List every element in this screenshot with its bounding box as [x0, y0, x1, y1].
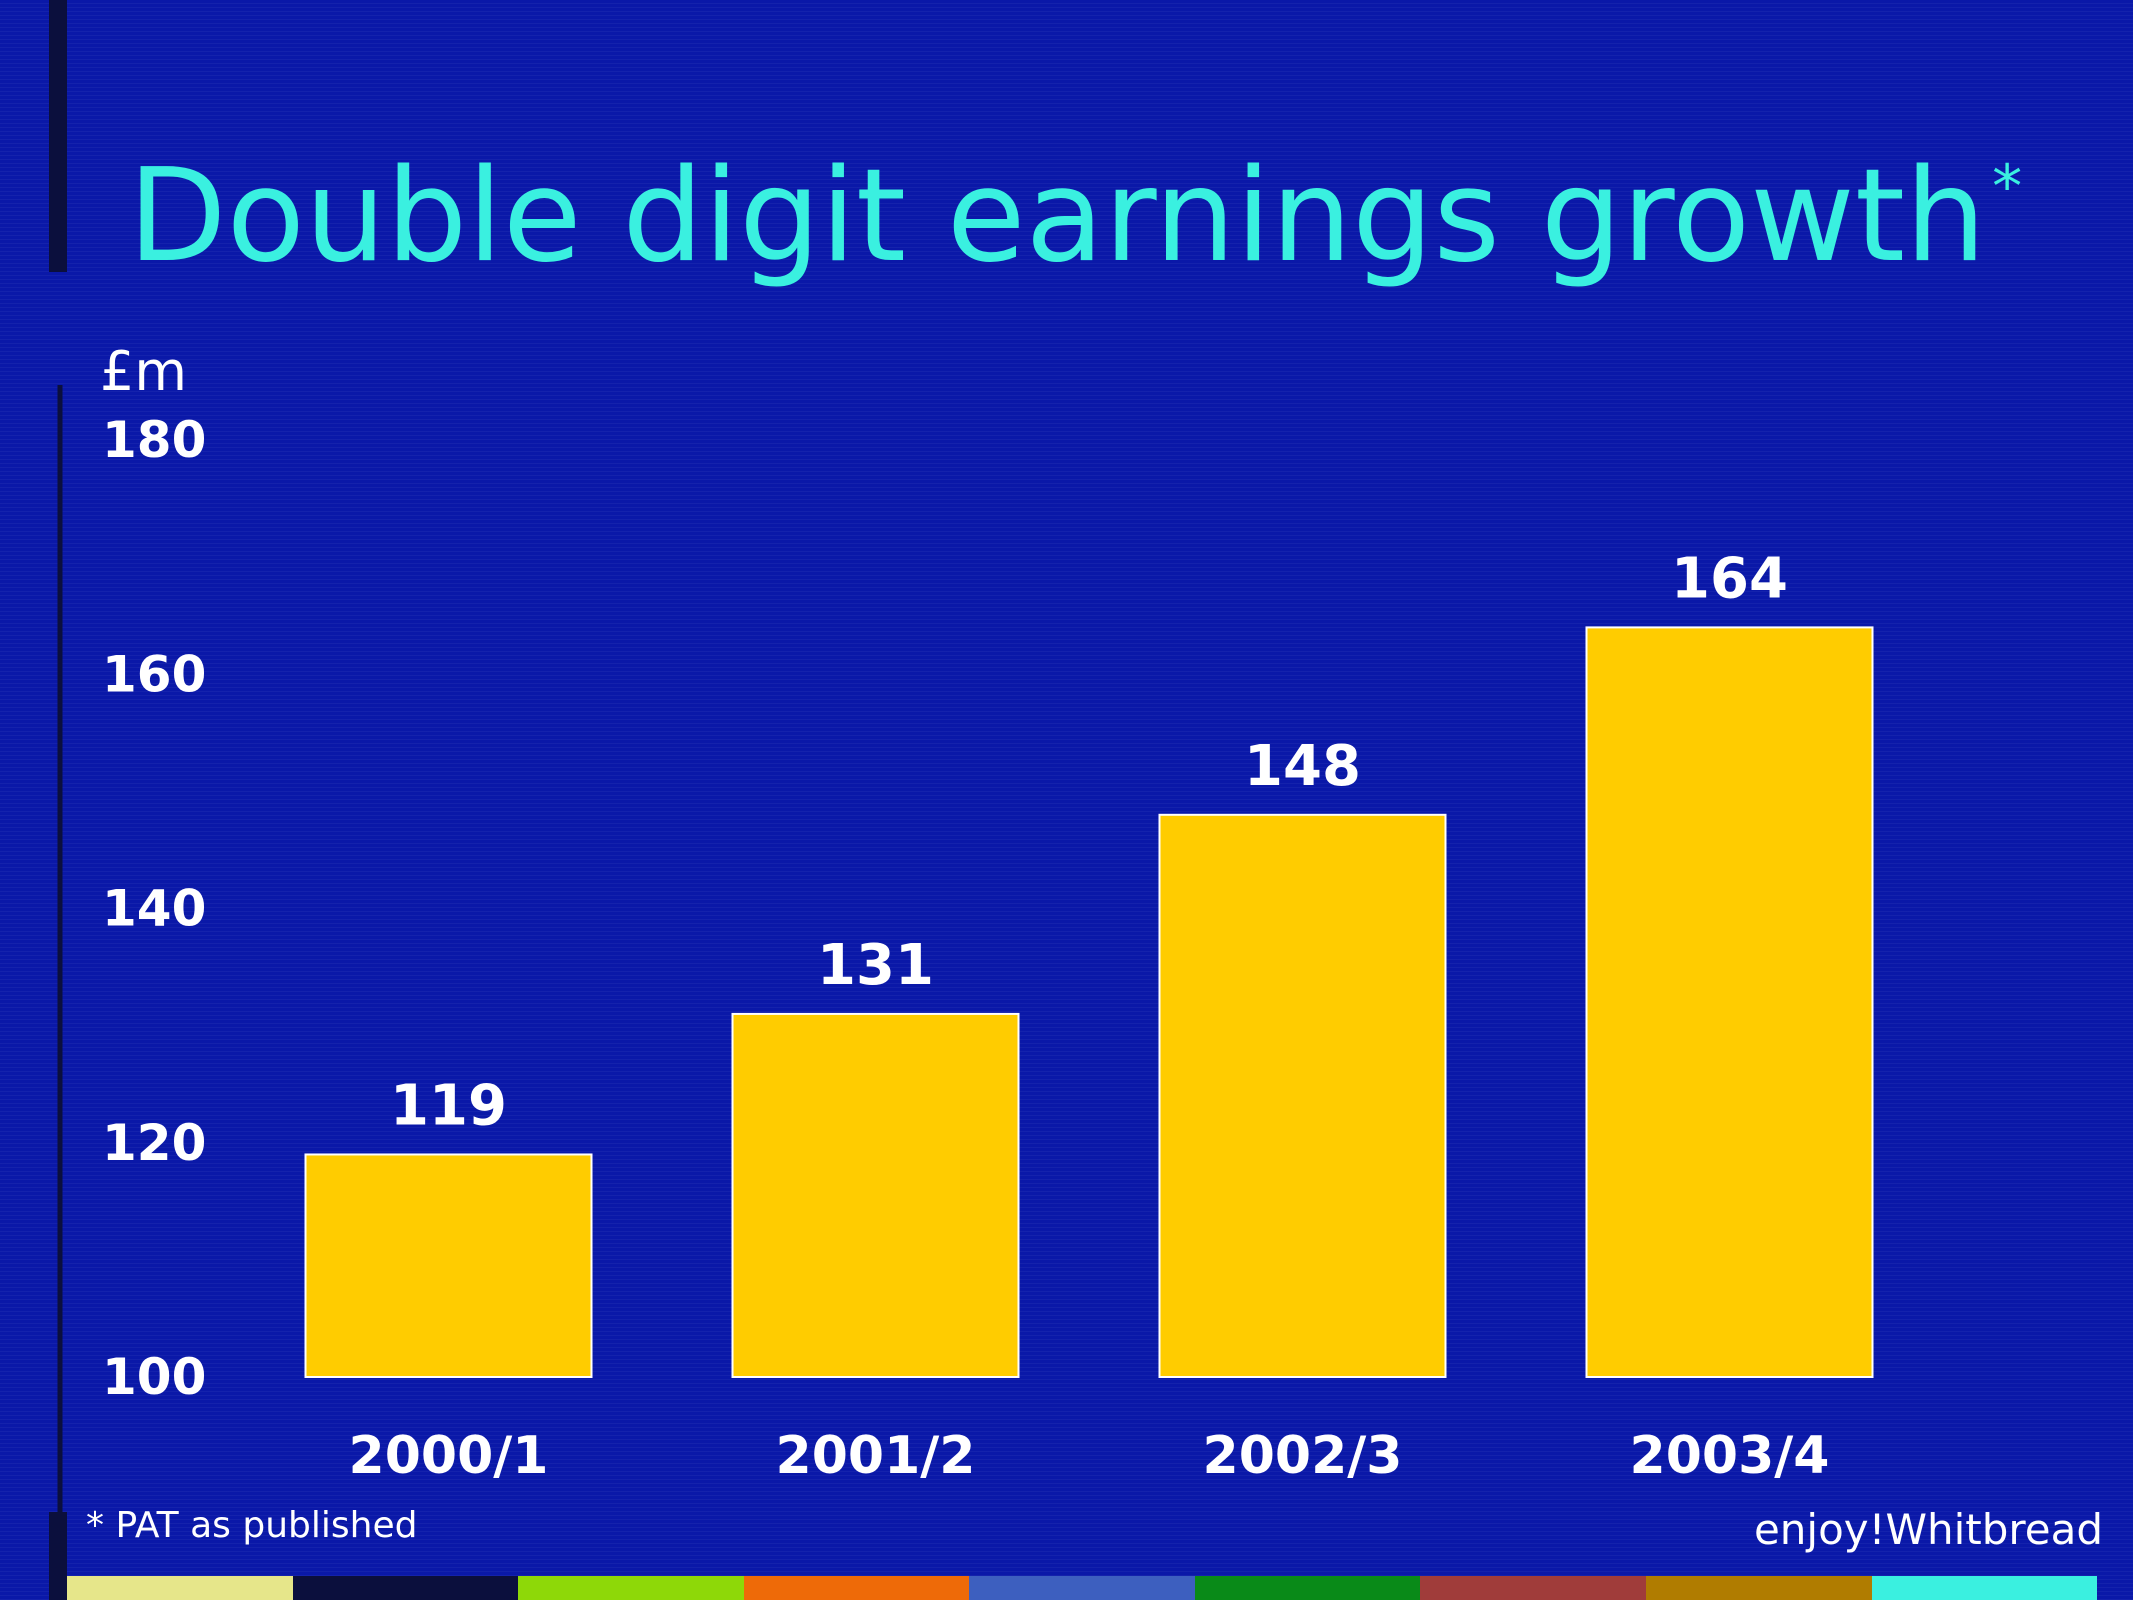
x-tick-label: 2001/2 [776, 1426, 976, 1486]
bar-2002-3 [1158, 813, 1447, 1378]
footnote: * PAT as published [86, 1505, 418, 1546]
x-tick-label: 2002/3 [1203, 1426, 1403, 1486]
y-tick-label: 140 [102, 880, 206, 938]
brand-logo-text: enjoy!Whitbread [1753, 1505, 2103, 1554]
footer-color-stripes [67, 1576, 2098, 1600]
footer-stripe [292, 1576, 519, 1600]
data-label: 119 [390, 1073, 507, 1138]
bar-2001-2 [731, 1012, 1020, 1378]
y-tick-label: 180 [102, 411, 206, 469]
y-tick-labels: 100 120 140 160 180 [102, 411, 206, 1406]
title-footnote-marker: * [1992, 152, 2023, 222]
y-tick-label: 100 [102, 1348, 206, 1406]
slide-title-text: Double digit earnings growth [128, 142, 1987, 291]
y-tick-label: 160 [102, 645, 206, 703]
footer-stripe [1420, 1576, 1646, 1600]
x-tick-labels: 2000/1 2001/2 2002/3 2003/4 [349, 1426, 1830, 1486]
footer-stripe [518, 1576, 744, 1600]
accent-bar-bottom [49, 1512, 67, 1600]
footer-stripe [1645, 1576, 1872, 1600]
footer-stripe [1194, 1576, 1421, 1600]
x-tick-label: 2000/1 [349, 1426, 549, 1486]
bar-2003-4 [1585, 626, 1874, 1378]
bar-2000-1 [304, 1153, 593, 1379]
x-tick-label: 2003/4 [1630, 1426, 1830, 1486]
footer-stripe [969, 1576, 1195, 1600]
bars [304, 626, 1874, 1379]
footer-stripe [1871, 1576, 2098, 1600]
y-tick-label: 120 [102, 1114, 206, 1172]
slide-title: Double digit earnings growth * [128, 149, 2023, 284]
data-label: 148 [1244, 734, 1361, 799]
accent-bar-top [49, 0, 67, 272]
data-labels: 119 131 148 164 [390, 546, 1788, 1138]
data-label: 164 [1671, 546, 1788, 611]
y-axis-unit-label: £m [100, 340, 187, 403]
footer-stripe [743, 1576, 970, 1600]
data-label: 131 [817, 933, 934, 998]
footer-stripe [67, 1576, 293, 1600]
